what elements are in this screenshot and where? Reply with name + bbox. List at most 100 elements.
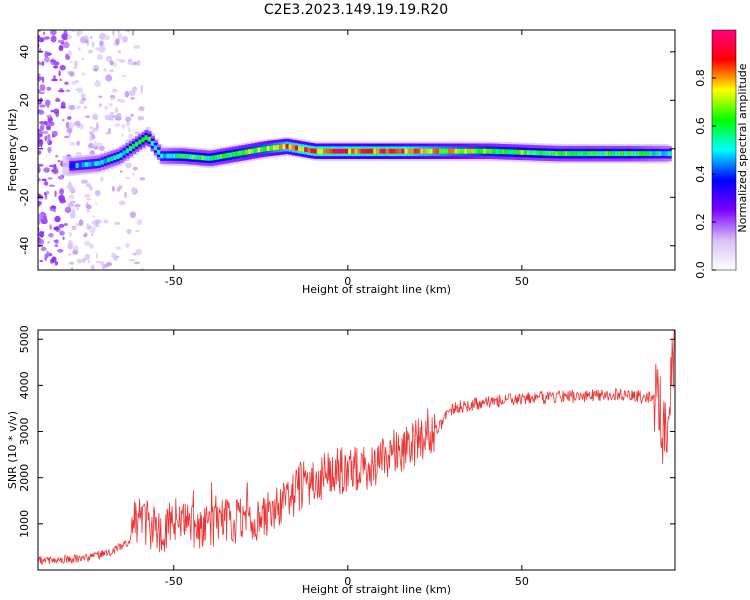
heatmap-cell	[630, 151, 635, 156]
heatmap-cell	[64, 135, 70, 139]
heatmap-cell	[68, 122, 72, 129]
heatmap-cell	[81, 162, 86, 168]
heatmap-cell	[40, 246, 47, 252]
heatmap-cell	[71, 81, 77, 85]
heatmap-cell	[426, 148, 431, 154]
heatmap-cell	[392, 148, 396, 154]
heatmap-cell	[200, 155, 205, 161]
heatmap-cell	[132, 88, 136, 91]
heatmap-cell	[247, 149, 252, 154]
heatmap-cell	[76, 258, 82, 264]
heatmap-cell	[81, 257, 87, 263]
heatmap-cell	[179, 153, 183, 159]
heatmap-cell	[160, 153, 165, 159]
heatmap-cell	[115, 38, 120, 46]
heatmap-cell	[636, 151, 641, 156]
heatmap-cell	[116, 112, 122, 120]
heatmap-cell	[48, 233, 54, 238]
heatmap-cell	[460, 148, 465, 154]
heatmap-cell	[60, 106, 67, 109]
heatmap-cell	[511, 149, 516, 155]
heatmap-cell	[54, 190, 57, 198]
heatmap-cell	[38, 150, 42, 155]
heatmap-cell	[69, 141, 75, 146]
heatmap-cell	[121, 133, 124, 137]
heatmap-cell	[413, 148, 418, 154]
heatmap-cell	[72, 163, 77, 169]
y-tick-label: 1000	[18, 510, 31, 538]
heatmap-cell	[194, 154, 199, 160]
heatmap-cell	[67, 253, 72, 256]
heatmap-cell	[103, 219, 109, 224]
heatmap-cell	[363, 148, 368, 154]
heatmap-cell	[64, 81, 69, 86]
heatmap-cell	[520, 150, 525, 155]
heatmap-cell	[53, 226, 59, 231]
heatmap-cell	[304, 147, 309, 153]
heatmap-cell	[66, 127, 73, 134]
heatmap-cell	[219, 154, 224, 159]
heatmap-cell	[141, 137, 146, 143]
heatmap-cell	[620, 151, 625, 156]
heatmap-cell	[83, 106, 88, 109]
heatmap-cell	[150, 141, 155, 146]
heatmap-cell	[373, 148, 378, 154]
heatmap-cell	[44, 253, 48, 258]
heatmap-cell	[90, 36, 93, 39]
heatmap-cell	[623, 151, 628, 156]
heatmap-cell	[62, 156, 68, 176]
heatmap-cell	[133, 44, 141, 49]
heatmap-cell	[213, 155, 218, 160]
heatmap-cell	[89, 126, 94, 130]
heatmap-cell	[96, 142, 103, 147]
heatmap-cell	[645, 151, 650, 156]
heatmap-cell	[489, 148, 494, 154]
y-tick-label: 0	[18, 145, 31, 152]
heatmap-cell	[501, 149, 506, 155]
heatmap-cell	[529, 150, 534, 156]
heatmap-cell	[269, 145, 274, 151]
heatmap-cell	[147, 136, 152, 142]
heatmap-cell	[55, 154, 59, 158]
heatmap-cell	[73, 66, 78, 70]
heatmap-cell	[43, 120, 48, 126]
heatmap-cell	[56, 97, 59, 101]
heatmap-cell	[341, 148, 346, 154]
heatmap-cell	[84, 253, 91, 261]
colorbar-tick-label: 0.4	[694, 165, 707, 183]
heatmap-cell	[41, 178, 47, 182]
heatmap-cell	[598, 151, 603, 156]
heatmap-cell	[103, 68, 107, 72]
heatmap-cell	[514, 149, 519, 155]
y-axis-label: Frequency (Hz)	[6, 109, 19, 192]
heatmap-cell	[117, 50, 122, 54]
heatmap-cell	[445, 148, 450, 154]
heatmap-cell	[360, 148, 365, 154]
heatmap-cell	[47, 241, 50, 244]
heatmap-cell	[38, 73, 41, 76]
heatmap-cell	[95, 190, 101, 197]
heatmap-cell	[67, 242, 73, 250]
heatmap-cell	[576, 151, 581, 156]
heatmap-cell	[539, 150, 544, 156]
heatmap-cell	[96, 54, 104, 60]
heatmap-cell	[407, 148, 412, 154]
heatmap-cell	[110, 156, 115, 162]
heatmap-cell	[59, 174, 63, 181]
heatmap-cell	[130, 97, 135, 100]
heatmap-cell	[608, 151, 613, 156]
heatmap-cell	[77, 87, 84, 94]
heatmap-cell	[93, 115, 98, 119]
heatmap-cell	[54, 261, 59, 266]
heatmap-cell	[57, 248, 64, 253]
heatmap-cell	[38, 139, 43, 143]
heatmap-cell	[47, 177, 53, 180]
heatmap-cell	[301, 146, 306, 152]
heatmap-cell	[125, 176, 131, 179]
heatmap-cell	[420, 148, 425, 154]
heatmap-cell	[85, 198, 92, 201]
heatmap-cell	[57, 160, 61, 163]
heatmap-cell	[351, 148, 356, 154]
heatmap-cell	[266, 146, 271, 151]
heatmap-cell	[48, 184, 56, 187]
